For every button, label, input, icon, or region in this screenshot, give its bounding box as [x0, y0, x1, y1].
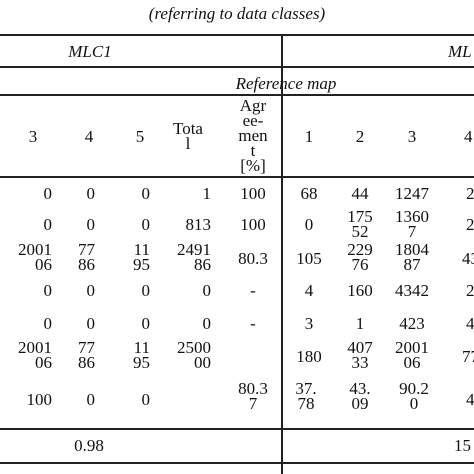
group-header-mlc1: MLC1	[68, 42, 112, 61]
cell: 0	[141, 215, 151, 234]
cell: 80.3 7	[238, 379, 268, 413]
cell: 160	[347, 281, 373, 300]
cell: 0	[43, 215, 53, 234]
table-caption: (referring to data classes)	[148, 4, 326, 23]
cell: 0	[43, 184, 53, 203]
cell: 1	[202, 184, 212, 203]
col-header-total: Tota l	[173, 119, 203, 153]
cell: 100	[26, 390, 53, 409]
footer-value-mlc1: 0.98	[74, 436, 104, 455]
cell: 0	[86, 390, 96, 409]
cell: 2491 86	[177, 240, 211, 274]
cell: 0	[304, 215, 314, 234]
cell: 0	[86, 281, 96, 300]
cell: 0	[202, 314, 212, 333]
cell: 0	[86, 215, 96, 234]
rule-bottom	[0, 462, 474, 464]
col-header-3: 3	[28, 127, 38, 146]
cell: 2001 06	[395, 338, 429, 372]
cell: -	[250, 314, 256, 333]
rule-header	[0, 176, 474, 178]
cell: 180	[296, 347, 322, 366]
cell: 37. 78	[295, 379, 317, 413]
cell: 4	[304, 281, 314, 300]
cell: 229 76	[347, 240, 373, 274]
rule-top	[0, 34, 474, 36]
cell: -	[250, 281, 256, 300]
cell: 77 86	[78, 338, 95, 372]
cell: 43. 09	[349, 379, 371, 413]
cell: 1360 7	[395, 207, 429, 241]
cell: 0	[141, 314, 151, 333]
cell: 423	[399, 314, 425, 333]
cell: 11 95	[133, 240, 150, 274]
col-header-agreement: Agr ee- men t [%]	[238, 96, 268, 175]
footer-value-mlc2: 15	[454, 436, 471, 455]
cell: 0	[141, 281, 151, 300]
cell: 2	[466, 215, 474, 234]
col-header-5: 5	[135, 127, 145, 146]
cell: 4	[466, 314, 474, 333]
cell: 80.3	[238, 249, 268, 268]
cell: 813	[185, 215, 212, 234]
cell: 0	[141, 184, 151, 203]
col-header-r2: 2	[355, 127, 365, 146]
rule-group	[0, 66, 474, 68]
cell: 100	[240, 184, 266, 203]
cell: 0	[86, 314, 96, 333]
cell: 175 52	[347, 207, 373, 241]
group-header-mlc2: ML	[448, 42, 472, 61]
cell: 0	[202, 281, 212, 300]
cell: 0	[43, 281, 53, 300]
reference-map-header: Reference map	[235, 74, 337, 93]
cell: 43	[462, 249, 474, 268]
cell: 0	[43, 314, 53, 333]
rule-footer	[0, 428, 474, 430]
cell: 77	[462, 347, 474, 366]
col-header-r1: 1	[304, 127, 314, 146]
cell: 105	[296, 249, 322, 268]
cell: 0	[86, 184, 96, 203]
cell: 407 33	[347, 338, 373, 372]
group-divider	[281, 34, 283, 474]
cell: 1804 87	[395, 240, 429, 274]
cell: 2001 06	[18, 338, 52, 372]
cell: 2	[466, 184, 474, 203]
cell: 4342	[395, 281, 429, 300]
cell: 44	[351, 184, 369, 203]
cell: 2500 00	[177, 338, 211, 372]
cell: 77 86	[78, 240, 95, 274]
cell: 4	[466, 390, 474, 409]
cell: 2	[466, 281, 474, 300]
col-header-r3: 3	[407, 127, 417, 146]
cell: 1	[355, 314, 365, 333]
col-header-4: 4	[84, 127, 94, 146]
cell: 11 95	[133, 338, 150, 372]
cell: 90.2 0	[399, 379, 429, 413]
cell: 2001 06	[18, 240, 52, 274]
cell: 0	[141, 390, 151, 409]
rule-subheader	[0, 94, 474, 96]
cell: 68	[300, 184, 318, 203]
cell: 3	[304, 314, 314, 333]
cell: 1247	[395, 184, 429, 203]
cell: 100	[240, 215, 266, 234]
col-header-r4: 4	[464, 127, 473, 146]
